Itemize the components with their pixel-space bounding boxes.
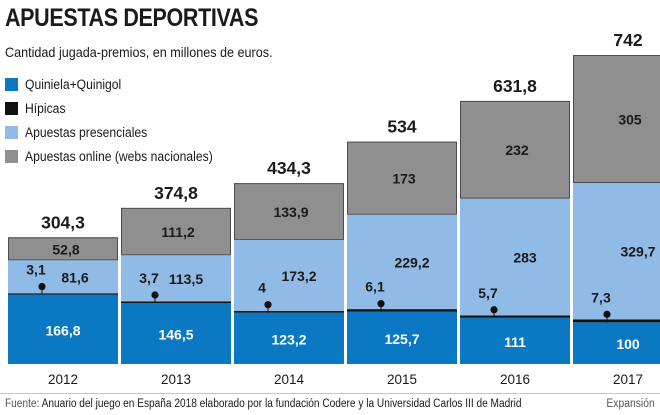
footer-divider bbox=[0, 393, 660, 394]
label-total-2015: 534 bbox=[387, 117, 416, 137]
bar-outline-2016 bbox=[460, 100, 570, 199]
label-online-2012: 52,8 bbox=[52, 241, 79, 257]
bar-outline-2017 bbox=[573, 55, 660, 184]
chart-subtitle: Cantidad jugada-premios, en millones de … bbox=[5, 44, 273, 60]
legend-label-online: Apuestas online (webs nacionales) bbox=[25, 148, 213, 164]
bar-presenciales-2014 bbox=[234, 238, 344, 312]
label-online-2014: 133,9 bbox=[273, 204, 308, 220]
bar-presenciales-2012 bbox=[8, 259, 118, 294]
bar-outline-2013 bbox=[121, 207, 231, 256]
bar-online-2012 bbox=[8, 237, 118, 260]
x-tick-2012: 2012 bbox=[48, 372, 78, 387]
x-tick-2013: 2013 bbox=[161, 372, 191, 387]
label-presenciales-2012: 81,6 bbox=[61, 269, 88, 285]
label-total-2012: 304,3 bbox=[41, 212, 85, 232]
hipicas-dot-2015 bbox=[377, 300, 385, 308]
label-online-2013: 111,2 bbox=[161, 224, 195, 240]
label-online-2016: 232 bbox=[505, 142, 529, 158]
label-presenciales-2013: 113,5 bbox=[169, 271, 203, 287]
bar-hipicas-2013 bbox=[121, 301, 231, 303]
label-quiniela-2012: 166,8 bbox=[45, 322, 80, 338]
legend-swatch-presenciales bbox=[5, 125, 18, 139]
bar-online-2015 bbox=[347, 141, 457, 214]
bar-presenciales-2016 bbox=[460, 197, 570, 316]
label-quiniela-2016: 111 bbox=[504, 334, 526, 350]
legend-item-hipicas: Hípicas bbox=[5, 96, 234, 120]
label-presenciales-2015: 229,2 bbox=[394, 254, 429, 270]
label-online-2017: 305 bbox=[618, 112, 642, 128]
bar-hipicas-2014 bbox=[234, 311, 344, 313]
hipicas-dot-2014 bbox=[264, 301, 272, 309]
bar-online-2013 bbox=[121, 207, 231, 255]
label-quiniela-2014: 123,2 bbox=[271, 331, 306, 347]
label-hipicas-2015: 6,1 bbox=[365, 279, 385, 295]
label-presenciales-2014: 173,2 bbox=[281, 268, 316, 284]
bar-quiniela-2016 bbox=[460, 317, 570, 364]
hipicas-dot-2012 bbox=[38, 282, 46, 291]
bar-quiniela-2013 bbox=[121, 302, 231, 364]
legend-label-presenciales: Apuestas presenciales bbox=[25, 124, 148, 140]
source-text: Anuario del juego en España 2018 elabora… bbox=[41, 398, 522, 410]
label-hipicas-2012: 3,1 bbox=[26, 262, 46, 278]
label-total-2014: 434,3 bbox=[267, 158, 311, 178]
credit: Expansión bbox=[606, 398, 655, 410]
bar-outline-2015 bbox=[347, 141, 457, 215]
bar-online-2014 bbox=[234, 183, 344, 239]
source-note: Fuente: Anuario del juego en España 2018… bbox=[5, 398, 521, 410]
legend: Quiniela+Quinigol Hípicas Apuestas prese… bbox=[5, 72, 234, 168]
legend-label-quiniela: Quiniela+Quinigol bbox=[25, 76, 122, 92]
bar-online-2016 bbox=[460, 100, 570, 198]
label-total-2017: 742 bbox=[613, 30, 642, 50]
label-quiniela-2013: 146,5 bbox=[158, 326, 193, 342]
label-quiniela-2015: 125,7 bbox=[384, 331, 419, 347]
bar-presenciales-2013 bbox=[121, 254, 231, 302]
legend-swatch-online bbox=[5, 149, 18, 163]
x-tick-2014: 2014 bbox=[274, 372, 305, 387]
legend-label-hipicas: Hípicas bbox=[25, 100, 66, 116]
label-quiniela-2017: 100 bbox=[616, 336, 640, 352]
legend-swatch-quiniela bbox=[5, 77, 18, 91]
bar-presenciales-2015 bbox=[347, 213, 457, 310]
bar-outline-2012 bbox=[8, 237, 118, 261]
bar-online-2017 bbox=[573, 55, 660, 183]
hipicas-dot-2013 bbox=[151, 291, 159, 299]
label-hipicas-2014: 4 bbox=[258, 280, 266, 296]
label-online-2015: 173 bbox=[392, 171, 416, 187]
bar-hipicas-2016 bbox=[460, 315, 570, 318]
bar-hipicas-2017 bbox=[573, 319, 660, 323]
x-tick-2015: 2015 bbox=[387, 372, 417, 387]
x-tick-2017: 2017 bbox=[613, 372, 643, 387]
label-presenciales-2016: 283 bbox=[513, 249, 537, 265]
hipicas-dot-2017 bbox=[603, 310, 611, 318]
x-tick-2016: 2016 bbox=[500, 372, 530, 387]
bar-hipicas-2015 bbox=[347, 309, 457, 312]
hipicas-dot-2016 bbox=[490, 306, 498, 314]
label-hipicas-2016: 5,7 bbox=[478, 285, 498, 301]
legend-item-quiniela: Quiniela+Quinigol bbox=[5, 72, 234, 96]
legend-swatch-hipicas bbox=[5, 101, 18, 115]
source-label: Fuente: bbox=[5, 398, 40, 410]
bar-quiniela-2015 bbox=[347, 311, 457, 364]
legend-item-presenciales: Apuestas presenciales bbox=[5, 120, 234, 144]
legend-item-online: Apuestas online (webs nacionales) bbox=[5, 144, 234, 168]
bar-hipicas-2012 bbox=[8, 293, 118, 295]
label-hipicas-2013: 3,7 bbox=[139, 270, 159, 286]
chart-title: APUESTAS DEPORTIVAS bbox=[5, 4, 259, 32]
bar-quiniela-2012 bbox=[8, 294, 118, 364]
bar-quiniela-2017 bbox=[573, 322, 660, 364]
label-hipicas-2017: 7,3 bbox=[591, 289, 611, 305]
bar-outline-2014 bbox=[234, 183, 344, 240]
bar-presenciales-2017 bbox=[573, 182, 660, 320]
label-presenciales-2017: 329,7 bbox=[620, 244, 655, 260]
label-total-2013: 374,8 bbox=[154, 183, 198, 203]
bar-quiniela-2014 bbox=[234, 312, 344, 364]
label-total-2016: 631,8 bbox=[493, 76, 537, 96]
